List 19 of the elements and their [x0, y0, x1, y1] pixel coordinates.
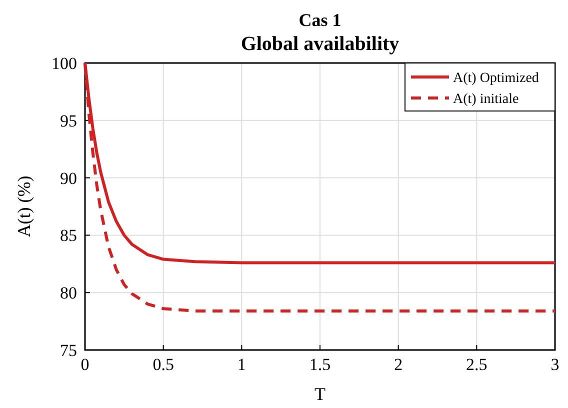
y-tick-label: 80 [60, 284, 77, 303]
x-tick-label: 3 [550, 355, 560, 374]
y-tick-label: 85 [60, 226, 77, 246]
y-tick-label: 75 [60, 341, 77, 360]
x-tick-label: 1 [237, 355, 246, 374]
chart-title: Cas 1 [298, 10, 342, 30]
y-tick-label: 100 [52, 54, 77, 73]
chart-subtitle: Global availability [240, 33, 400, 55]
y-axis-title: A(t) (%) [14, 176, 34, 238]
x-tick-label: 2 [394, 355, 403, 374]
y-tick-label: 95 [60, 111, 77, 130]
x-tick-label: 0 [80, 355, 90, 374]
legend-label: A(t) initiale [453, 92, 519, 107]
x-tick-label: 0.5 [152, 355, 174, 374]
x-axis-title: T [314, 384, 326, 404]
y-tick-label: 90 [60, 168, 77, 188]
x-tick-label: 1.5 [309, 355, 331, 374]
legend-label: A(t) Optimized [453, 71, 539, 86]
x-tick-label: 2.5 [466, 355, 488, 374]
